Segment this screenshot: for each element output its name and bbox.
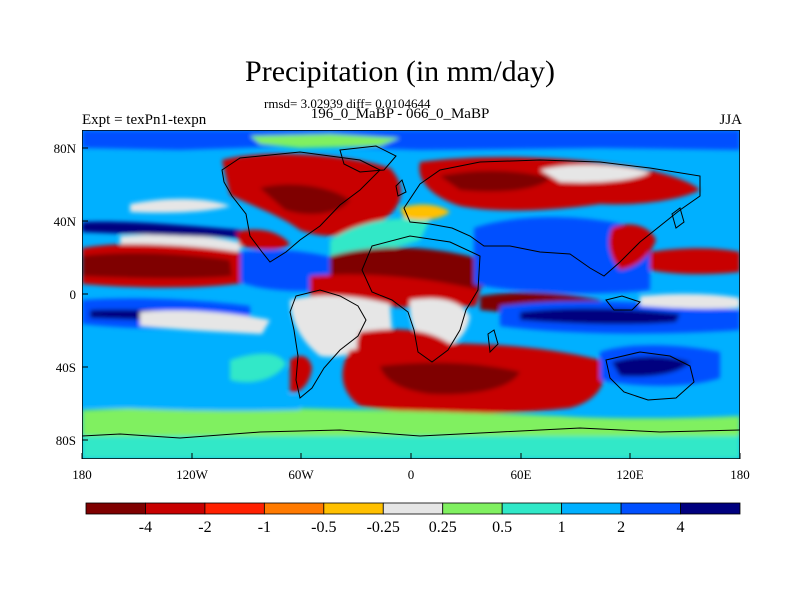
coastline-africa [361,235,481,363]
colorbar-label-8: 2 [617,519,625,536]
colorbar-box-9 [620,502,681,515]
colorbar-box-7 [501,502,563,515]
field-arctic-blue [82,130,740,150]
colorbar-box-4 [323,502,384,515]
colorbar-label-6: 0.5 [492,519,512,536]
colorbar-label-4: -0.25 [367,519,400,536]
map-stats: rmsd= 3.02939 diff= 0.0104644 [264,96,431,111]
lon-label-60w: 60W [288,467,314,482]
field-north-america-darkred [260,184,350,215]
field-western-pacific-gray [640,293,740,309]
coastline-eurasia [403,159,701,277]
lon-label-180e: 180 [730,467,750,482]
coastline-japan [671,207,685,229]
coastline-indonesia [605,295,641,311]
field-australia-navy [612,356,690,377]
coastline-greenland [339,145,397,173]
lon-label-60e: 60E [511,467,532,482]
latitude-axis: 80N 40N 0 40S 80S [54,141,77,448]
longitude-ticks [81,453,741,459]
map-plot-area [82,130,740,459]
coastline-antarctica [82,427,740,439]
colorbar-label-2: -1 [258,519,271,536]
precip-fields [82,130,740,459]
colorbar-box-10 [680,502,741,515]
season-label: JJA [719,112,742,128]
colorbar-label-9: 4 [677,519,685,536]
colorbar-labels: -4 -2 -1 -0.5 -0.25 0.25 0.5 1 2 4 [139,519,685,536]
lon-label-180w: 180 [72,467,92,482]
map-subtitle: 196_0_MaBP - 066_0_MaBP [310,106,490,122]
field-north-pacific-navy [82,221,240,238]
colorbar-label-7: 1 [558,519,566,536]
field-southeast-pacific-cyan [230,353,286,383]
colorbar-box-6 [442,502,503,515]
field-antarctic-green [82,407,740,443]
colorbar-label-5: 0.25 [429,519,457,536]
colorbar-label-0: -4 [139,519,152,536]
coastlines [82,145,740,439]
field-southern-ocean-darkred [380,362,520,395]
field-pacific-band-gray [120,234,245,252]
colorbar-box-2 [204,502,265,515]
field-north-pacific-gray [130,198,230,213]
colorbar-label-3: -0.5 [311,519,336,536]
colorbar-label-1: -2 [198,519,211,536]
lat-label-80s: 80S [56,433,76,448]
field-siberia-gray [540,164,650,183]
lon-label-0: 0 [408,467,415,482]
lon-label-120e: 120E [616,467,644,482]
colorbar-box-0 [85,502,146,515]
field-antarctic-cyan [82,436,740,459]
field-indian-ocean-navy [520,308,680,325]
field-southern-ocean-lightblue [82,387,300,411]
field-arctic-green [250,134,400,148]
lat-label-80n: 80N [54,141,77,156]
colorbar-box-5 [382,502,444,515]
lat-label-40s: 40S [56,360,76,375]
coastline-uk [395,179,407,197]
colorbar: -4 -2 -1 -0.5 -0.25 0.25 0.5 1 2 4 [85,502,741,536]
colorbar-boxes [85,502,741,515]
experiment-label: Expt = texPn1-texpn [82,112,207,128]
field-east-asia-red [609,224,656,270]
coastline-south-america [289,289,367,399]
coastline-madagascar [487,329,499,354]
longitude-axis: 180 120W 60W 0 60E 120E 180 [72,467,750,482]
field-pacific-band-darkred [82,253,232,279]
field-eurasia-darkred [440,170,550,192]
colorbar-box-3 [263,502,325,515]
colorbar-box-8 [561,502,622,515]
lon-label-120w: 120W [176,467,209,482]
colorbar-box-1 [145,502,206,515]
map-title: Precipitation (in mm/day) [245,55,555,88]
lat-label-0: 0 [70,287,77,302]
field-mediterranean-gold [400,204,450,220]
field-patagonia-red [290,355,312,393]
field-atlantic-cyan [330,218,430,260]
coastline-australia [605,351,695,401]
field-pacific-gray-south [140,310,270,334]
latitude-ticks [82,147,88,441]
field-north-pacific-red [650,248,740,275]
lat-label-40n: 40N [54,214,77,229]
coastline-north-america [221,151,381,263]
